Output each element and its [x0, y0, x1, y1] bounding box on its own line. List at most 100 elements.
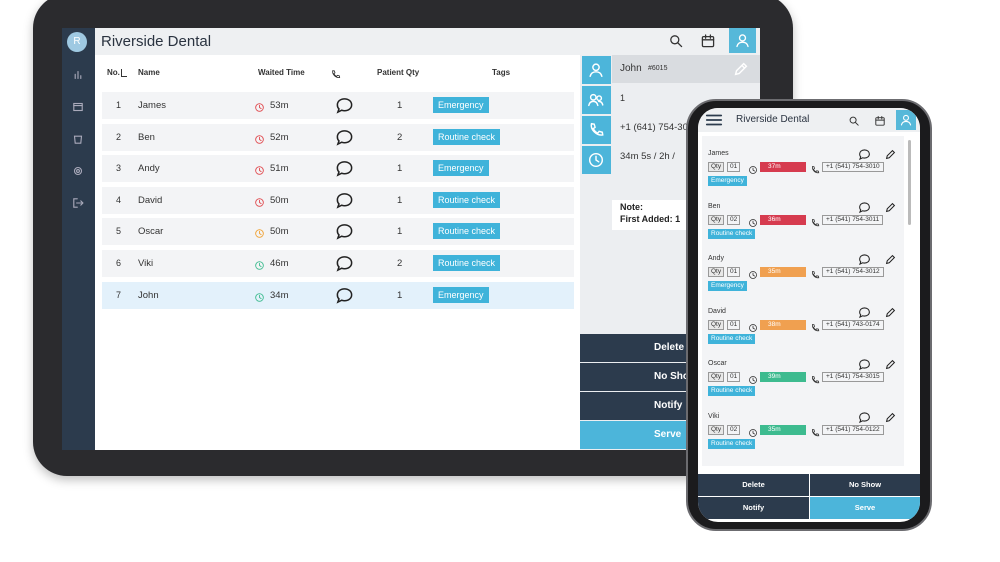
phone-number: +1 (541) 754-3011: [822, 214, 884, 225]
phone-number: +1 (541) 743-0174: [822, 319, 884, 330]
sidebar-nav-item[interactable]: [71, 196, 85, 210]
queue-row[interactable]: 6 Viki 46m 2 Routine check: [102, 250, 574, 277]
sidebar-nav-item[interactable]: [71, 164, 85, 178]
calendar-button[interactable]: [874, 114, 886, 126]
patient-name: Ben: [138, 131, 155, 143]
sidebar: [62, 28, 95, 450]
message-button[interactable]: [858, 253, 871, 266]
detail-icon: [587, 151, 605, 169]
edit-button[interactable]: [884, 306, 897, 319]
detail-icon-box: [582, 116, 611, 144]
row-number: 6: [116, 258, 122, 268]
queue-row[interactable]: 4 David 50m 1 Routine check: [102, 186, 574, 214]
row-number: 5: [116, 226, 122, 237]
list-bg: [702, 136, 904, 466]
patient-card[interactable]: Oscar Qty 01 39m +1 (541) 754-3015 Routine ch…: [706, 358, 906, 406]
col-name-header: Name: [138, 68, 160, 77]
waited-time: 36m: [760, 214, 806, 225]
patient-name: Oscar: [708, 360, 727, 367]
message-button[interactable]: [858, 148, 871, 161]
patient-name: David: [138, 194, 163, 206]
waited-time: 39m: [760, 372, 806, 382]
message-button[interactable]: [858, 306, 871, 319]
tag: Routine check: [433, 128, 501, 145]
qty-label: Qty: [708, 267, 725, 277]
patient-card[interactable]: Ben Qty 02 36m +1 (541) 754-3011 Routine chec…: [706, 201, 906, 249]
patient-card[interactable]: Andy Qty 01 35m +1 (541) 754-3012 Emergency: [706, 253, 906, 301]
edit-button[interactable]: [884, 148, 897, 161]
edit-button[interactable]: [884, 358, 897, 371]
tag: Routine check: [433, 223, 501, 240]
queue-row[interactable]: 1 James 53m 1 Emergency: [102, 92, 574, 119]
message-button[interactable]: [335, 286, 354, 305]
action-button[interactable]: Serve: [810, 497, 920, 519]
message-button[interactable]: [335, 254, 354, 273]
patient-card[interactable]: David Qty 01 38m +1 (541) 743-0174 Routine ch…: [706, 306, 906, 354]
qty-label: Qty: [708, 162, 725, 172]
patient-card[interactable]: Viki Qty 02 35m +1 (541) 754-0122 Routine che…: [706, 411, 906, 459]
search-button[interactable]: [848, 114, 860, 126]
qty-value: 02: [727, 214, 741, 225]
patient-qty: 2: [397, 258, 403, 269]
message-button[interactable]: [858, 411, 871, 424]
profile-icon: [899, 113, 913, 127]
edit-button[interactable]: [884, 201, 897, 214]
patient-qty: 2: [397, 131, 403, 143]
waited-time: 50m: [270, 194, 289, 206]
phone-number: +1 (541) 754-0122: [822, 424, 884, 435]
patient-name: Viki: [138, 258, 154, 269]
app-title: Riverside Dental: [101, 33, 212, 50]
phone-icon: [810, 267, 820, 279]
patient-qty: 1: [397, 163, 403, 175]
tag: Emergency: [433, 286, 489, 303]
edit-button[interactable]: [884, 253, 897, 266]
search-button[interactable]: [668, 33, 684, 49]
calendar-button[interactable]: [700, 33, 716, 49]
message-button[interactable]: [335, 96, 354, 115]
waited-time: 37m: [760, 162, 806, 172]
patient-card[interactable]: James Qty 01 37m +1 (541) 754-3010 Emergency: [706, 148, 906, 196]
col-waited-header: Waited Time: [258, 68, 305, 77]
sidebar-nav-item[interactable]: [71, 132, 85, 146]
tag: Emergency: [433, 160, 489, 177]
message-button[interactable]: [335, 128, 354, 147]
tablet-screen: R Riverside Dental No. Name Waited Time Patie…: [62, 28, 760, 450]
message-button[interactable]: [858, 201, 871, 214]
queue-row[interactable]: 7 John 34m 1 Emergency: [102, 281, 574, 309]
detail-icon-box: [582, 86, 611, 114]
first-added: First Added: 1: [620, 214, 681, 224]
wait-clock-icon: [254, 100, 265, 112]
message-button[interactable]: [858, 358, 871, 371]
action-button[interactable]: Notify: [698, 497, 809, 519]
wait-clock-icon: [254, 226, 265, 239]
phone-number: +1 (541) 754-3015: [822, 372, 884, 382]
queue-row[interactable]: 2 Ben 52m 2 Routine check: [102, 123, 574, 151]
queue-row[interactable]: 3 Andy 51m 1 Emergency: [102, 155, 574, 183]
action-button[interactable]: No Show: [810, 474, 920, 496]
phone-title: Riverside Dental: [736, 114, 810, 125]
note-label: Note:: [620, 202, 643, 212]
patient-name: Ben: [708, 202, 721, 210]
sidebar-nav-item[interactable]: [71, 100, 85, 114]
qty-value: 01: [727, 267, 741, 277]
sidebar-nav-item[interactable]: [71, 68, 85, 82]
queue-row[interactable]: 5 Oscar 50m 1 Routine check: [102, 218, 574, 246]
patient-name: Viki: [708, 412, 720, 420]
tag: Routine check: [708, 228, 756, 239]
profile-button[interactable]: [729, 28, 756, 53]
edit-button[interactable]: [884, 411, 897, 424]
detail-qty: 1: [620, 93, 626, 103]
wait-clock-icon: [254, 195, 265, 207]
menu-button[interactable]: [703, 111, 725, 129]
action-button[interactable]: Delete: [698, 474, 809, 496]
profile-button[interactable]: [896, 110, 916, 130]
detail-icon-box: [582, 56, 611, 84]
patient-name: David: [708, 307, 726, 315]
message-button[interactable]: [335, 222, 354, 241]
detail-id: #6015: [648, 65, 668, 72]
message-button[interactable]: [335, 159, 354, 178]
detail-name: John: [620, 63, 642, 74]
message-button[interactable]: [335, 191, 354, 210]
edit-button[interactable]: [732, 60, 750, 78]
waited-time: 52m: [270, 131, 289, 143]
